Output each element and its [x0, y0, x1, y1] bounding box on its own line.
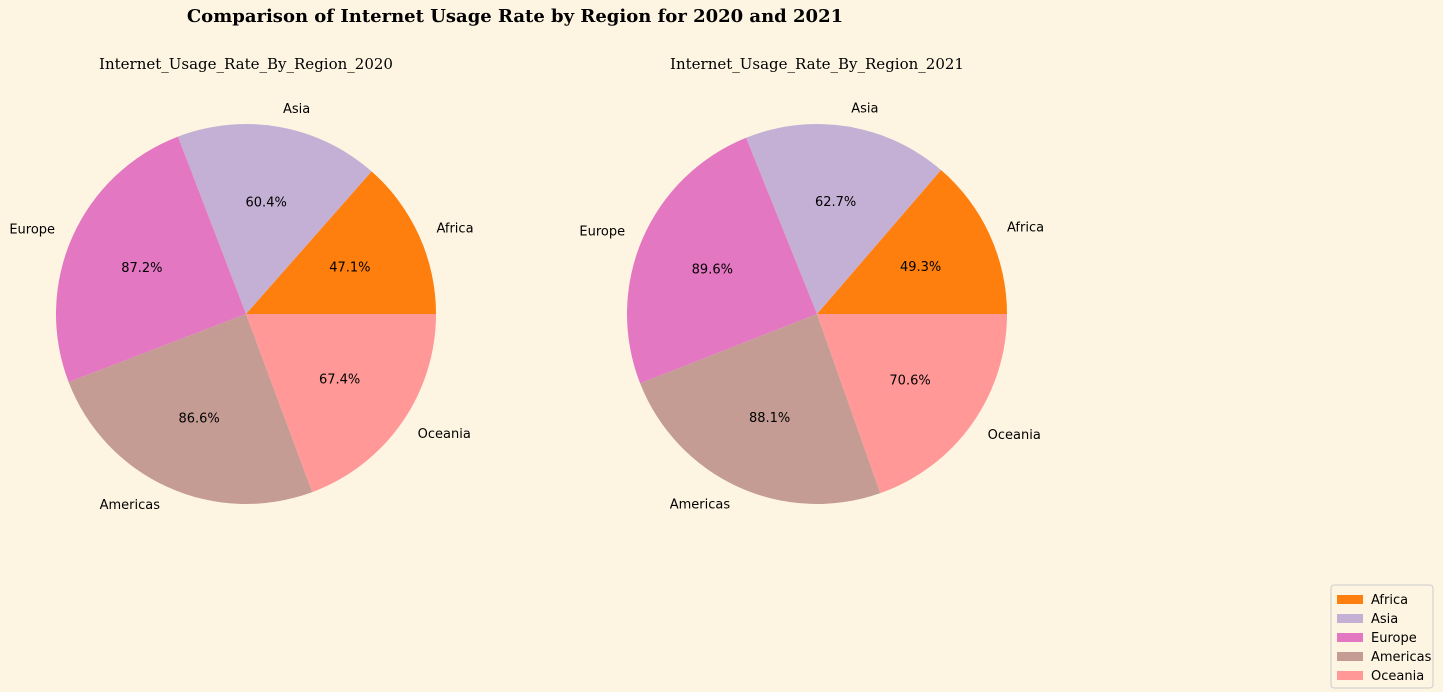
pct-label-oceania: 70.6% [889, 373, 930, 388]
legend-swatch-africa [1337, 595, 1363, 604]
pie-charts: Internet_Usage_Rate_By_Region_2020 47.1% A… [9, 55, 1044, 513]
pie-slice-africa [246, 171, 436, 314]
slice-label-asia: Asia [283, 102, 310, 117]
legend: Africa Asia Europe Americas Oceania [1330, 584, 1434, 689]
pie-chart-2: Internet_Usage_Rate_By_Region_2021 49.3% A… [579, 55, 1044, 513]
slice-label-asia: Asia [851, 101, 878, 116]
pct-label-americas: 88.1% [749, 411, 790, 426]
legend-swatch-europe [1337, 633, 1363, 642]
slice-label-africa: Africa [1007, 220, 1044, 235]
pie-slice-europe [55, 136, 247, 383]
legend-swatch-americas [1337, 652, 1363, 661]
slice-label-oceania: Oceania [418, 427, 471, 442]
legend-label-africa: Africa [1371, 593, 1408, 608]
pct-label-asia: 60.4% [246, 195, 287, 210]
pct-label-asia: 62.7% [815, 195, 856, 210]
slice-label-africa: Africa [436, 221, 473, 236]
slice-label-americas: Americas [670, 498, 731, 513]
pie-slice-asia [177, 123, 372, 314]
figure-title: Comparison of Internet Usage Rate by Reg… [187, 6, 843, 27]
pct-label-europe: 89.6% [692, 262, 733, 277]
legend-swatch-oceania [1337, 671, 1363, 680]
legend-label-oceania: Oceania [1371, 669, 1424, 684]
pct-label-europe: 87.2% [121, 261, 162, 276]
slice-label-europe: Europe [579, 225, 625, 240]
pie-slice-oceania [817, 314, 1007, 494]
pie-slice-africa [817, 170, 1007, 314]
legend-label-europe: Europe [1371, 631, 1417, 646]
pie-chart-1: Internet_Usage_Rate_By_Region_2020 47.1% A… [9, 55, 473, 513]
pct-label-americas: 86.6% [178, 411, 219, 426]
pct-label-africa: 47.1% [329, 261, 370, 276]
pie-slice-americas [640, 314, 881, 504]
slice-label-oceania: Oceania [988, 428, 1041, 443]
legend-swatch-asia [1337, 614, 1363, 623]
slice-label-europe: Europe [9, 222, 55, 237]
slice-label-americas: Americas [100, 498, 161, 513]
pie-slice-oceania [246, 314, 436, 493]
pie-slice-europe [627, 137, 817, 384]
legend-label-americas: Americas [1371, 650, 1432, 665]
pie-title-1: Internet_Usage_Rate_By_Region_2020 [99, 55, 393, 73]
pie-title-2: Internet_Usage_Rate_By_Region_2021 [670, 55, 964, 73]
legend-frame [1330, 584, 1434, 689]
pie-slice-americas [68, 314, 313, 504]
pct-label-oceania: 67.4% [319, 373, 360, 388]
pie-slice-asia [746, 123, 942, 314]
legend-label-asia: Asia [1371, 612, 1398, 627]
pct-label-africa: 49.3% [900, 260, 941, 275]
